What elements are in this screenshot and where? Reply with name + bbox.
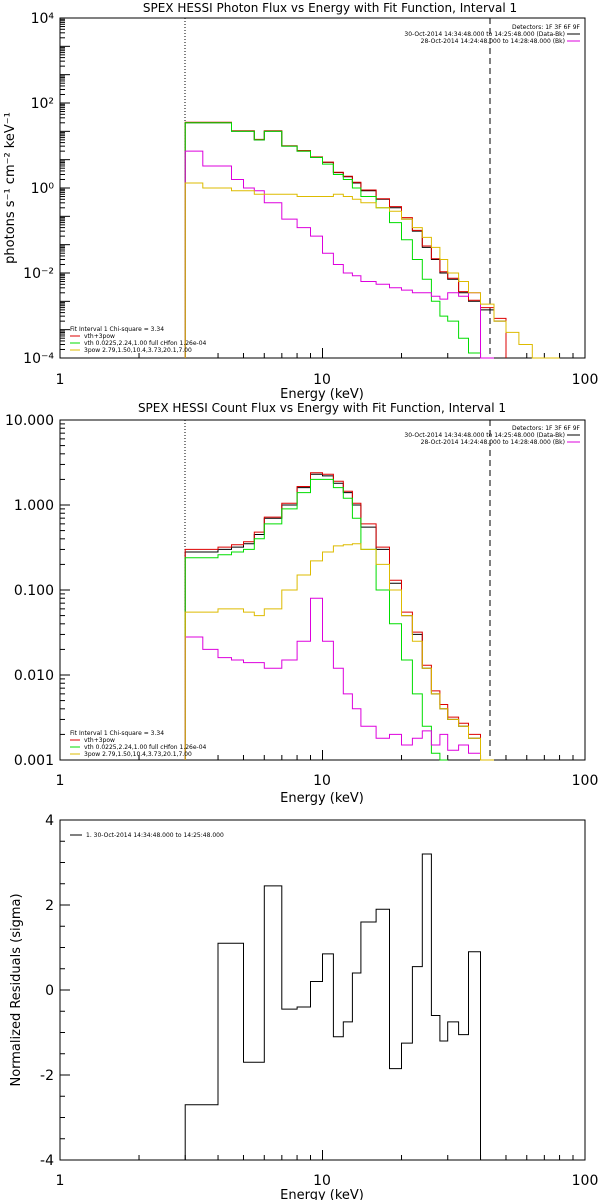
photon-flux-ytick-4: 10⁴	[31, 11, 55, 27]
residuals-xtick-100: 100	[572, 1173, 599, 1189]
count-flux-legend-data: 30-Oct-2014 14:34:48.000 to 14:25:48.000…	[404, 432, 565, 439]
residuals-series	[184, 853, 494, 1161]
photon-flux-series-black	[184, 122, 507, 358]
count-flux-ytick-4: 10.000	[5, 413, 54, 429]
residuals-plot-frame	[59, 819, 586, 1161]
photon-flux-series	[184, 121, 560, 359]
residuals-ticks	[59, 819, 586, 1161]
photon-flux-xtick-10: 10	[313, 372, 331, 388]
photon-flux-ylabel: photons s⁻¹ cm⁻² keV⁻¹	[3, 112, 18, 264]
residuals-ytick-0: -4	[40, 1153, 54, 1169]
count-flux-xtick-10: 10	[313, 773, 331, 789]
residuals-xlabel: Energy (keV)	[280, 1188, 364, 1200]
count-flux-series-green	[184, 478, 448, 761]
residuals-ytick-2: 0	[45, 983, 54, 999]
count-flux-series-yellow	[184, 543, 494, 761]
count-flux-series-red	[184, 472, 494, 761]
count-flux-xtick-1: 1	[56, 773, 65, 789]
count-flux-legend-fit-interval: Fit Interval 1 Chi-square = 3.34	[70, 730, 164, 737]
residuals-xtick-10: 10	[313, 1173, 331, 1189]
photon-flux-series-red	[184, 121, 507, 358]
count-flux-ytick-1: 0.010	[14, 668, 54, 684]
count-flux-ticks	[59, 419, 586, 761]
photon-flux-series-green	[184, 122, 494, 359]
residuals-legend-text: 1. 30-Oct-2014 14:34:48.000 to 14:25:48.…	[86, 832, 224, 839]
photon-flux-xtick-1: 1	[56, 372, 65, 388]
photon-flux-legend-sum: vth+3pow	[84, 333, 115, 340]
residuals-ytick-1: -2	[40, 1068, 54, 1084]
count-flux-title: SPEX HESSI Count Flux vs Energy with Fit…	[138, 401, 506, 415]
photon-flux-ytick-1: 10⁻²	[23, 266, 54, 282]
photon-flux-series-magenta	[184, 150, 494, 359]
photon-flux-ytick-3: 10²	[31, 96, 54, 112]
count-flux-legend-bk: 28-Oct-2014 14:24:48.000 to 14:28:48.000…	[421, 439, 565, 446]
photon-flux-ticks	[59, 17, 586, 359]
count-flux-ytick-3: 1.000	[14, 498, 54, 514]
count-flux-xlabel: Energy (keV)	[280, 791, 364, 806]
photon-flux-legend-data: 30-Oct-2014 14:34:48.000 to 14:25:48.000…	[404, 31, 565, 38]
photon-flux-ytick-2: 10⁰	[31, 181, 55, 197]
residuals-series-black	[184, 853, 494, 1161]
photon-flux-legend-bk: 28-Oct-2014 14:24:48.000 to 14:28:48.000…	[421, 38, 565, 45]
photon-flux-legend-fit-interval: Fit Interval 1 Chi-square = 3.34	[70, 326, 164, 333]
count-flux-plot-frame	[59, 419, 586, 761]
residuals-panel: -4 -2 0 2 4 1 10 100 Energy (keV) Normal…	[9, 813, 598, 1200]
count-flux-legend-detectors: Detectors: 1F 3F 6F 9F	[512, 425, 581, 432]
photon-flux-ytick-0: 10⁻⁴	[23, 351, 54, 367]
photon-flux-series-yellow	[184, 182, 560, 359]
count-flux-xtick-100: 100	[572, 773, 599, 789]
count-flux-series	[184, 472, 494, 761]
photon-flux-plot-frame	[59, 17, 586, 359]
photon-flux-xlabel: Energy (keV)	[280, 387, 364, 402]
count-flux-legend-vth: vth 0.0225,2.24,1.00 full cHfon 1.26e-04	[84, 744, 207, 751]
count-flux-ytick-0: 0.001	[14, 753, 54, 769]
count-flux-legend-pow: 3pow 2.79,1.50,10.4,3.73,20.1,7.00	[84, 751, 192, 758]
residuals-ytick-4: 4	[45, 813, 54, 829]
photon-flux-xtick-100: 100	[572, 372, 599, 388]
photon-flux-panel: SPEX HESSI Photon Flux vs Energy with Fi…	[3, 1, 598, 402]
residuals-xtick-1: 1	[56, 1173, 65, 1189]
count-flux-series-magenta	[184, 597, 494, 761]
count-flux-legend-sum: vth+3pow	[84, 737, 115, 744]
count-flux-panel: SPEX HESSI Count Flux vs Energy with Fit…	[5, 401, 598, 806]
photon-flux-legend-pow: 3pow 2.79,1.50,10.4,3.73,20.1,7.00	[84, 347, 192, 354]
residuals-ytick-3: 2	[45, 898, 54, 914]
photon-flux-legend-detectors: Detectors: 1F 3F 6F 9F	[512, 24, 581, 31]
photon-flux-title: SPEX HESSI Photon Flux vs Energy with Fi…	[143, 1, 517, 15]
photon-flux-legend-vth: vth 0.0225,2.24,1.00 full cHfon 1.26e-04	[84, 340, 207, 347]
count-flux-ytick-2: 0.100	[14, 583, 54, 599]
residuals-ylabel: Normalized Residuals (sigma)	[9, 893, 24, 1086]
